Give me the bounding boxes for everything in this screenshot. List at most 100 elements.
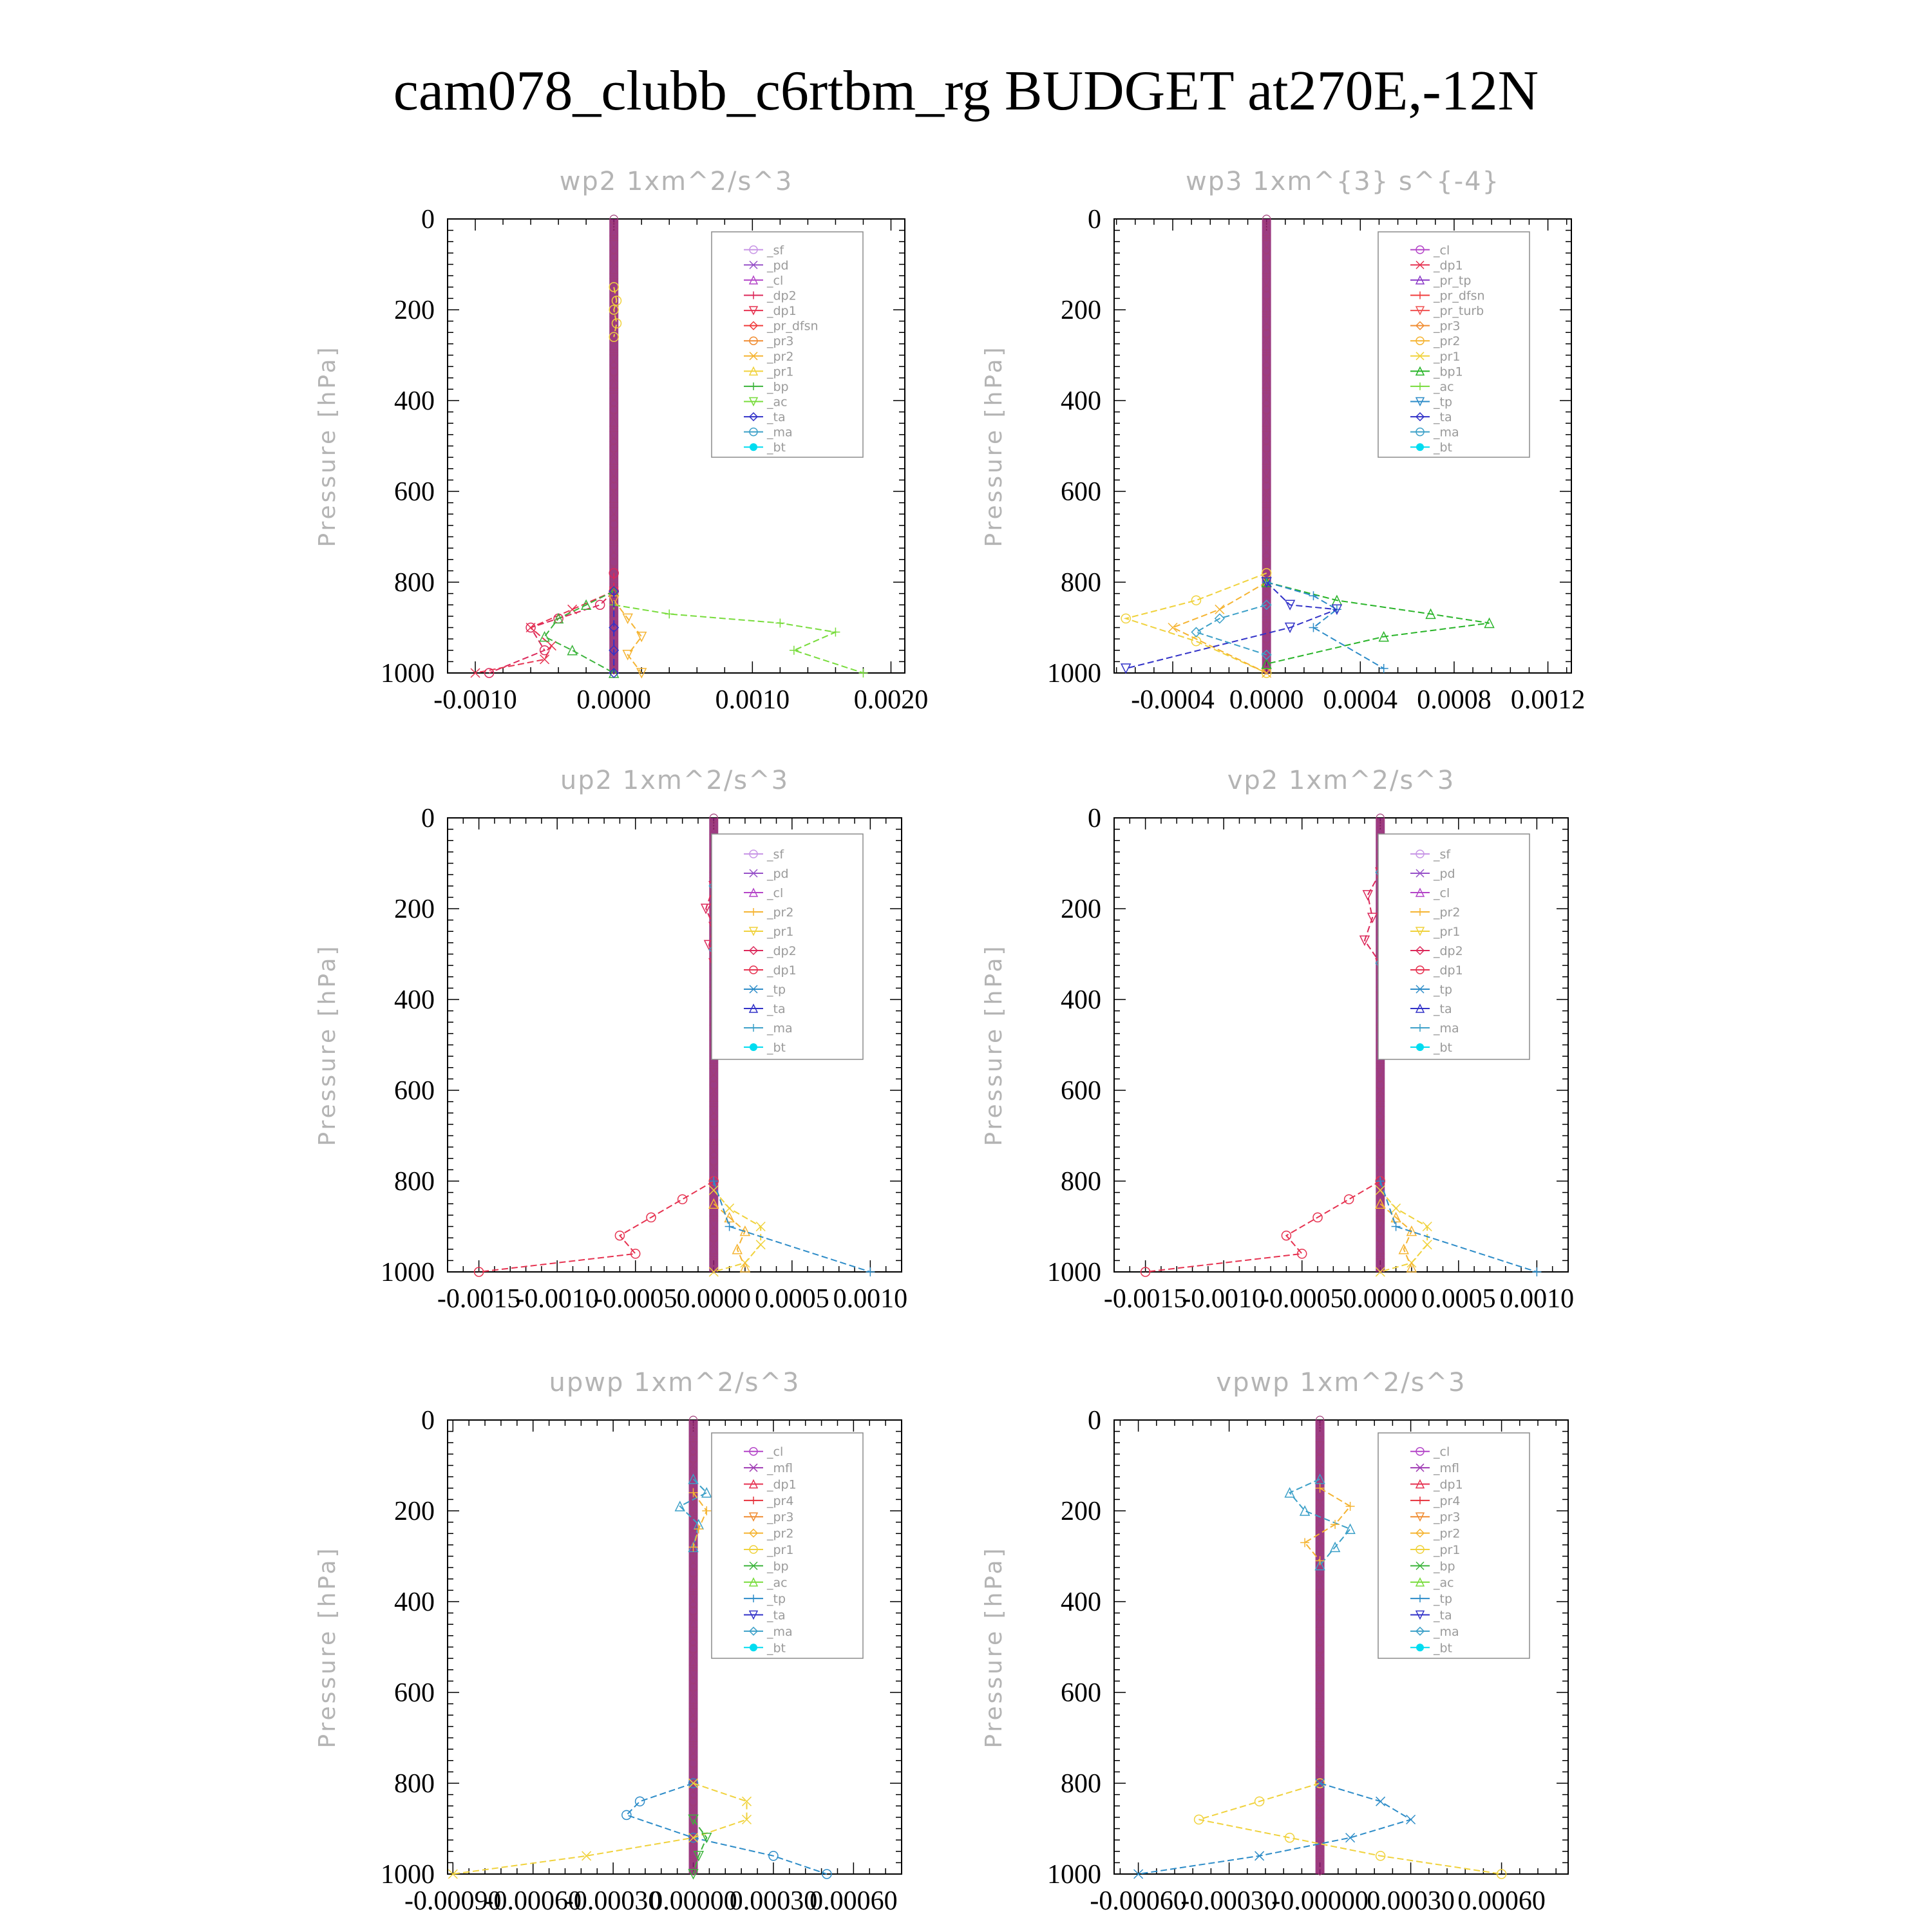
legend-entry-bp: _bp [766,1559,789,1573]
legend-swatch-marker [1416,427,1425,437]
legend-entry-dp1: _dp1 [766,304,797,318]
series-point [1284,600,1296,611]
series-point [1390,1211,1401,1223]
series-point [1191,595,1202,605]
near-zero-marker [688,1746,698,1756]
legend-entry-ta: _ta [766,1002,786,1016]
y-tick-label: 1000 [381,659,435,688]
series-point [724,1203,735,1213]
near-zero-marker [1262,405,1271,414]
x-tick-label: -0.00030 [1180,1886,1278,1916]
series-point [636,631,647,643]
legend-entry-bp1: _bp1 [1433,365,1463,379]
series-point [609,568,619,578]
legend-entry-ac: _ac [1433,1576,1454,1590]
legend-entry-pr1: _pr1 [1433,1543,1460,1557]
series-point [614,1230,625,1241]
legend-swatch-marker [1416,869,1425,878]
near-zero-marker [1262,558,1271,567]
y-tick-label: 400 [1061,985,1101,1015]
legend-entry-pr3: _pr3 [1433,1510,1460,1524]
near-zero-marker [688,1676,698,1685]
series-point [1309,623,1318,632]
series-point [688,1488,698,1497]
series-point [1422,1240,1432,1250]
near-zero-marker [1376,1112,1385,1121]
series-point [1376,1177,1385,1186]
series-line-bp1 [1266,582,1490,665]
series-point [526,622,536,633]
y-tick-label: 400 [394,1587,435,1617]
series-line-ma [679,1478,708,1548]
near-zero-marker [1262,412,1271,421]
legend-swatch-marker [749,849,758,858]
legend-swatch-marker [749,1463,758,1472]
panel-1: wp2 1xm^2/s^3 Pressure [hPa] 0 200 400 600 800… [314,167,928,715]
series-point [609,282,619,292]
series-point [701,1832,712,1844]
near-zero-marker [609,450,618,459]
legend-entry-cl: _cl [1433,243,1450,258]
legend-entry-bt: _bt [766,1641,786,1655]
near-zero-marker [689,1689,697,1698]
series-point [724,1211,735,1223]
series-point [1254,1796,1265,1806]
legend-entry-ta: _ta [766,410,786,424]
legend-swatch-marker [1415,306,1425,316]
series-line-ma [1194,604,1267,656]
legend-swatch-marker [1416,1496,1424,1504]
series-point [1215,604,1225,614]
legend-swatch-marker [748,927,759,936]
series-point [709,1177,719,1186]
y-tick-label: 400 [1061,386,1101,416]
near-zero-marker [1262,316,1271,326]
near-zero-marker [1316,1759,1325,1768]
legend-entry-pr2: _pr2 [1433,905,1460,920]
near-zero-marker [1262,602,1271,611]
y-tick-label: 800 [394,1167,435,1197]
legend-entry-pr4: _pr4 [766,1494,793,1508]
near-zero-marker [1315,1638,1325,1647]
series-point [724,1222,734,1231]
series-point [741,1814,752,1824]
near-zero-marker [688,1555,698,1565]
near-zero-marker [1376,1125,1385,1134]
x-tick-label: 0.0005 [1421,1284,1496,1314]
near-zero-marker [709,1125,718,1134]
near-zero-marker [688,1416,698,1425]
panel-title: upwp 1xm^2/s^3 [549,1368,800,1397]
legend-swatch-marker [749,427,758,437]
near-zero-marker [1376,1226,1385,1236]
series-point [1255,1851,1265,1861]
near-zero-marker [1315,1752,1325,1761]
near-zero-marker [1262,221,1271,230]
near-zero-marker [709,1239,718,1248]
legend-entry-pr_dfsn: _pr_dfsn [1433,289,1485,303]
near-zero-marker [1376,1157,1385,1166]
series-point [1378,630,1389,642]
x-tick-label: -0.0010 [515,1284,599,1314]
x-tick-label: 0.0000 [1343,1284,1418,1314]
near-zero-marker [1376,1258,1385,1268]
near-zero-marker [1262,437,1271,446]
series-point [1359,935,1370,947]
near-zero-marker [709,1264,719,1274]
series-point [1406,1814,1416,1824]
series-point [732,1244,743,1255]
series-line-pr1 [1198,1783,1502,1875]
y-tick-label: 600 [1061,1678,1101,1708]
series-point [1367,913,1378,923]
near-zero-marker [1315,1708,1325,1718]
main-title: cam078_clubb_c6rtbm_rg BUDGET at270E,-12… [393,60,1539,122]
legend-entry-ta: _ta [1433,410,1452,424]
series-point [775,618,785,628]
near-zero-marker [1315,1861,1325,1870]
near-zero-marker [1262,551,1271,560]
near-zero-marker [1376,1239,1385,1248]
legend-entry-pr2: _pr2 [1433,334,1460,348]
series-point [1375,1176,1386,1186]
series-point [858,668,868,677]
near-zero-marker [1316,1651,1325,1660]
near-zero-marker [1262,374,1271,383]
near-zero-marker [609,558,618,567]
